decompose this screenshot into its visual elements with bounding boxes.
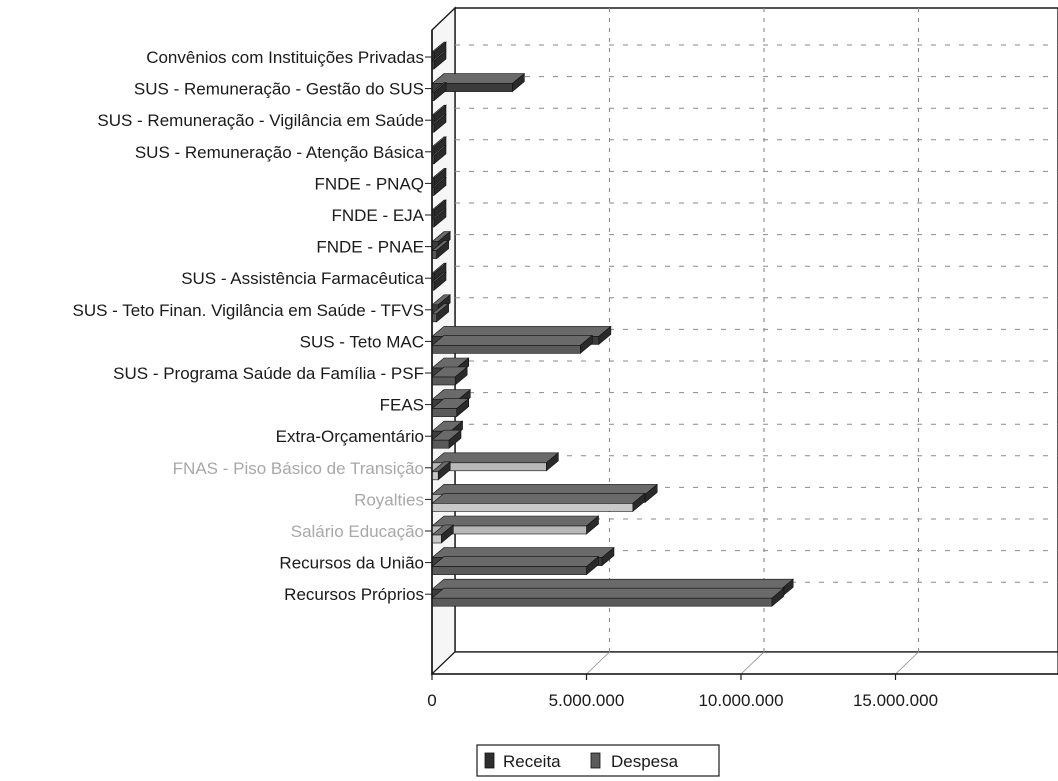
category-label-sus-teto-finan-vigilancia-em-saude-tfvs: SUS - Teto Finan. Vigilância em Saúde - …: [72, 301, 424, 320]
bar-despesa-royalties: [431, 492, 646, 513]
bar-receita-fnde-eja: [431, 199, 447, 219]
x-tick-label-3: 15.000.000: [853, 691, 938, 710]
bar-despesa-sus-remuneracao-vigilancia-em-saude: [431, 113, 447, 133]
bar-despesa-fnde-eja: [431, 208, 447, 228]
legend-swatch-receita: [484, 752, 495, 769]
category-label-sus-remuneracao-vigilancia-em-saude: SUS - Remuneração - Vigilância em Saúde: [97, 111, 424, 130]
bar-receita-salario-educacao-front: [431, 525, 587, 535]
x-tick-label-1: 5.000.000: [549, 691, 625, 710]
bar-despesa-royalties-front: [431, 503, 634, 512]
category-label-fnde-pnaq: FNDE - PNAQ: [314, 174, 424, 193]
legend-swatch-despesa: [590, 752, 601, 769]
category-label-fnde-eja: FNDE - EJA: [331, 206, 424, 225]
bar-despesa-recursos-da-uniao-front: [431, 566, 587, 575]
bar-receita-recursos-da-uniao-top: [431, 547, 615, 558]
legend-label-receita: Receita: [503, 752, 561, 771]
bar-despesa-fnas-piso-basico-de-transicao: [431, 461, 452, 481]
bar-despesa-royalties-top: [431, 493, 646, 504]
grid-floor-diagonal: [895, 651, 919, 675]
bar-receita-fnde-pnaq: [431, 167, 447, 188]
bar-despesa-salario-educacao-front: [431, 534, 442, 544]
category-label-salario-educacao: Salário Educação: [291, 522, 424, 541]
grid-floor-diagonal: [740, 651, 765, 675]
bar-despesa-feas: [431, 397, 470, 418]
category-label-sus-remuneracao-gestao-do-sus: SUS - Remuneração - Gestão do SUS: [134, 80, 424, 99]
bar-despesa-sus-remuneracao-gestao-do-sus: [431, 81, 447, 102]
category-labels: Convênios com Instituições Privadas SUS -…: [72, 48, 424, 604]
bar-despesa-sus-remuneracao-atencao-basica: [431, 145, 447, 165]
legend: Receita Despesa: [476, 744, 720, 777]
bar-receita-sus-remuneracao-vigilancia-em-saude: [431, 104, 447, 124]
category-label-feas: FEAS: [380, 396, 424, 415]
bar-despesa-recursos-proprios-top: [431, 587, 785, 599]
legend-label-despesa: Despesa: [611, 752, 679, 771]
bar-despesa-sus-teto-mac: [431, 334, 594, 355]
bar-despesa-recursos-da-uniao: [431, 555, 600, 576]
bar-receita-salario-educacao-top: [431, 515, 600, 527]
category-label-royalties: Royalties: [354, 490, 424, 509]
category-label-extra-orcamentario: Extra-Orçamentário: [276, 427, 424, 446]
bar-despesa-recursos-proprios-front: [431, 597, 773, 607]
bar-despesa-sus-teto-mac-front: [431, 345, 581, 354]
category-label-fnde-pnae: FNDE - PNAE: [316, 238, 424, 257]
bar-receita-sus-remuneracao-gestao-do-sus: [431, 72, 526, 93]
bar-despesa-sus-teto-finan-vigilancia-em-saude-tfvs: [431, 303, 450, 323]
category-label-recursos-da-uniao: Recursos da União: [279, 554, 424, 573]
category-label-sus-assistencia-farmaceutica: SUS - Assistência Farmacêutica: [181, 269, 424, 288]
bar-despesa-fnas-piso-basico-de-transicao-front: [431, 471, 439, 481]
x-tick-label-0: 0: [427, 691, 436, 710]
category-label-sus-remuneracao-atencao-basica: SUS - Remuneração - Atenção Básica: [135, 143, 425, 162]
axis-layer: [425, 30, 1058, 680]
x-tick-label-2: 10.000.000: [698, 691, 783, 710]
bar-despesa-recursos-proprios: [431, 587, 785, 607]
bar-receita-sus-remuneracao-atencao-basica: [431, 136, 447, 156]
category-label-sus-programa-saude-da-familia-psf: SUS - Programa Saúde da Família - PSF: [113, 364, 424, 383]
bar-despesa-extra-orcamentario: [431, 429, 462, 449]
bar-despesa-convenios-com-instituicoes-privadas: [431, 50, 447, 70]
bar-despesa-extra-orcamentario-front: [431, 439, 450, 449]
bar-despesa-sus-teto-mac-top: [431, 335, 594, 346]
x-tick-labels: 0 5.000.000 10.000.000 15.000.000: [427, 691, 938, 710]
bar-receita-sus-teto-mac-top: [431, 326, 612, 337]
bar-receita-royalties-top: [431, 484, 659, 495]
bar-despesa-sus-assistencia-farmaceutica: [431, 271, 447, 291]
bar-receita-fnas-piso-basico-de-transicao-top: [431, 452, 560, 464]
bar-receita-sus-remuneracao-gestao-do-sus-top: [431, 73, 526, 84]
grid-floor-diagonal: [586, 651, 610, 675]
bar-despesa-fnde-pnae: [431, 239, 450, 260]
bar-despesa-recursos-da-uniao-top: [431, 556, 600, 567]
bar-despesa-feas-front: [431, 408, 458, 417]
category-label-convenios-com-instituicoes-privadas: Convênios com Instituições Privadas: [146, 48, 424, 67]
bar-despesa-sus-programa-saude-da-familia-psf-front: [431, 376, 456, 386]
category-label-sus-teto-mac: SUS - Teto MAC: [300, 332, 424, 351]
category-label-recursos-proprios: Recursos Próprios: [284, 585, 424, 604]
bar-receita-fnas-piso-basico-de-transicao: [431, 452, 560, 472]
bar-despesa-fnde-pnaq: [431, 176, 447, 197]
category-label-fnas-piso-basico-de-transicao: FNAS - Piso Básico de Transição: [173, 459, 424, 478]
bar-despesa-salario-educacao: [431, 524, 455, 544]
bar-receita-salario-educacao: [431, 515, 600, 535]
bar-receita-recursos-proprios-top: [431, 578, 794, 590]
